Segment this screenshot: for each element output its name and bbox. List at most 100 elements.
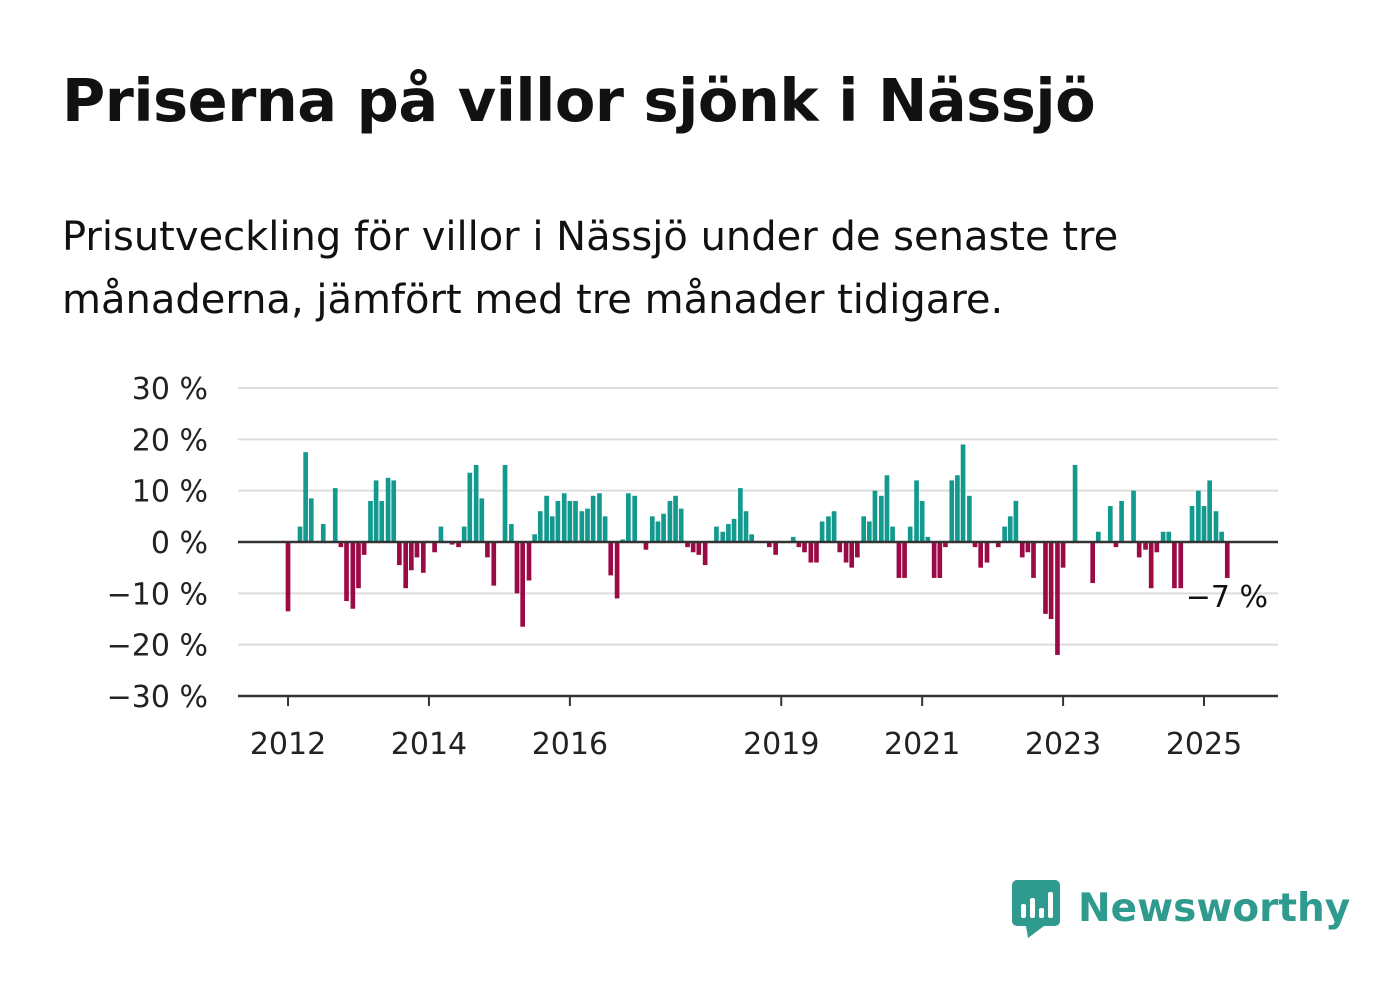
bar [491,542,497,586]
bar [1201,506,1207,542]
bar [420,542,426,573]
bar [297,526,303,542]
bar [509,524,514,542]
bar [937,542,943,578]
bar [743,511,749,542]
bar [361,542,367,555]
bar [567,500,573,542]
bar [678,508,684,542]
bar [655,521,661,542]
x-tick-label: 2014 [391,727,467,762]
bar [819,521,825,542]
bar [356,542,361,589]
bar [896,542,902,578]
bar [1060,542,1066,568]
bar [502,465,508,542]
brand-name: Newsworthy [1078,885,1351,931]
bar [449,542,455,545]
bar [1107,506,1113,542]
bar [526,542,532,581]
bar [385,477,391,542]
bar [843,542,849,563]
bar [1166,531,1172,542]
bar [949,480,955,542]
newsworthy-logo: Newsworthy [1010,876,1350,940]
y-tick-label: −10 % [107,577,208,612]
bar [1207,480,1212,542]
bar [702,542,708,566]
bar [573,500,578,542]
bar [1224,542,1230,578]
bar [855,542,860,558]
bar [849,542,855,568]
bar [403,542,409,589]
bar [1160,531,1166,542]
bar [661,513,666,542]
bar [861,516,867,542]
bars [285,444,1230,655]
bar [790,536,796,542]
bar [796,542,802,548]
bar [1013,500,1019,542]
bar [391,480,397,542]
bar [408,542,414,571]
bar [1095,531,1101,542]
bar [1154,542,1160,553]
bar [1172,542,1177,589]
tick-labels: 30 % 20 % 10 % 0 % −10 % −20 % −30 % 2012 2014 20… [107,372,1243,762]
y-tick-label: 0 % [151,526,208,561]
bar [579,511,585,542]
bar [696,542,702,555]
bar [826,516,831,542]
bar [597,493,602,542]
bar [1196,490,1201,542]
bar [802,542,807,553]
bar [1048,542,1054,619]
bar [837,542,843,553]
bar [397,542,402,566]
chart-subtitle: Prisutveckling för villor i Nässjö under… [62,214,1119,323]
bar [685,542,690,548]
bar [544,495,549,542]
bar [919,500,925,542]
bar [1043,542,1048,614]
bar [585,508,590,542]
bar [1119,500,1124,542]
bar [1002,526,1007,542]
bar [995,542,1001,548]
bar [1143,542,1148,550]
bar [955,475,960,542]
bar [344,542,349,602]
bar [368,500,373,542]
bar [1113,542,1119,548]
bar [1213,511,1219,542]
bar [555,500,561,542]
y-tick-label: 20 % [132,423,208,458]
bar [614,542,620,599]
bar [914,480,919,542]
bar [884,475,890,542]
bar [866,521,872,542]
bar [731,518,737,542]
bar [320,524,326,542]
bar [931,542,937,578]
bar [285,542,291,612]
bar [414,542,420,558]
x-tick-label: 2023 [1025,727,1101,762]
bar [479,498,485,542]
bar [626,493,631,542]
bar [303,452,308,542]
bar [1007,516,1013,542]
bar [667,500,673,542]
bar [608,542,614,576]
bar [814,542,819,563]
bar [620,539,626,542]
bar [907,526,913,542]
bar [456,542,461,548]
x-tick-label: 2012 [250,727,326,762]
bar [831,511,837,542]
bar [438,526,444,542]
bar [338,542,344,548]
bar [878,495,884,542]
bar [673,495,678,542]
